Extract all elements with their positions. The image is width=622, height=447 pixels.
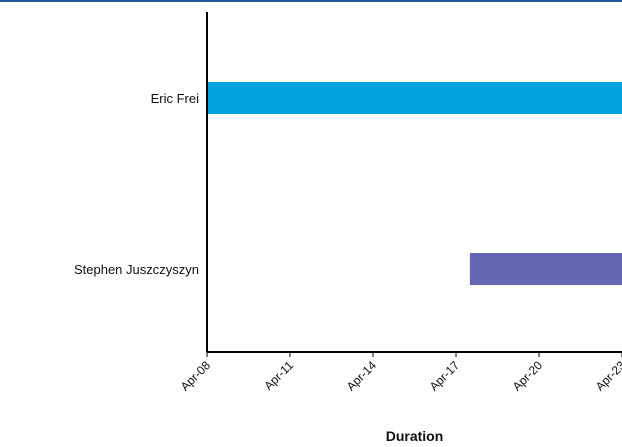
category-label: Eric Frei: [151, 91, 200, 106]
x-tick-label: Apr-08: [178, 358, 214, 394]
bars-group: [207, 82, 622, 285]
category-labels: Eric Frei Stephen Juszczyszyn: [74, 91, 199, 277]
top-border: [0, 0, 622, 2]
bar-2: [469, 253, 622, 285]
x-tick-label: Apr-11: [261, 358, 296, 393]
x-tick-label: Apr-17: [427, 358, 463, 394]
x-tick-label: Apr-20: [510, 358, 546, 394]
x-tick-label: Apr-23: [593, 358, 622, 394]
x-tick-labels: Apr-08 Apr-11 Apr-14 Apr-17 Apr-20 Apr-23: [178, 352, 622, 394]
bar-1: [207, 82, 622, 114]
x-axis-title: Duration: [386, 428, 444, 444]
category-label: Stephen Juszczyszyn: [74, 262, 199, 277]
x-tick-label: Apr-14: [344, 358, 380, 394]
